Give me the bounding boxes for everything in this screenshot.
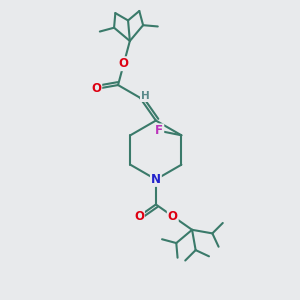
- Text: F: F: [155, 124, 163, 137]
- Text: N: N: [151, 173, 161, 186]
- Text: O: O: [168, 210, 178, 223]
- Text: H: H: [141, 91, 149, 101]
- Text: O: O: [91, 82, 101, 95]
- Text: O: O: [119, 57, 129, 70]
- Text: O: O: [134, 210, 144, 223]
